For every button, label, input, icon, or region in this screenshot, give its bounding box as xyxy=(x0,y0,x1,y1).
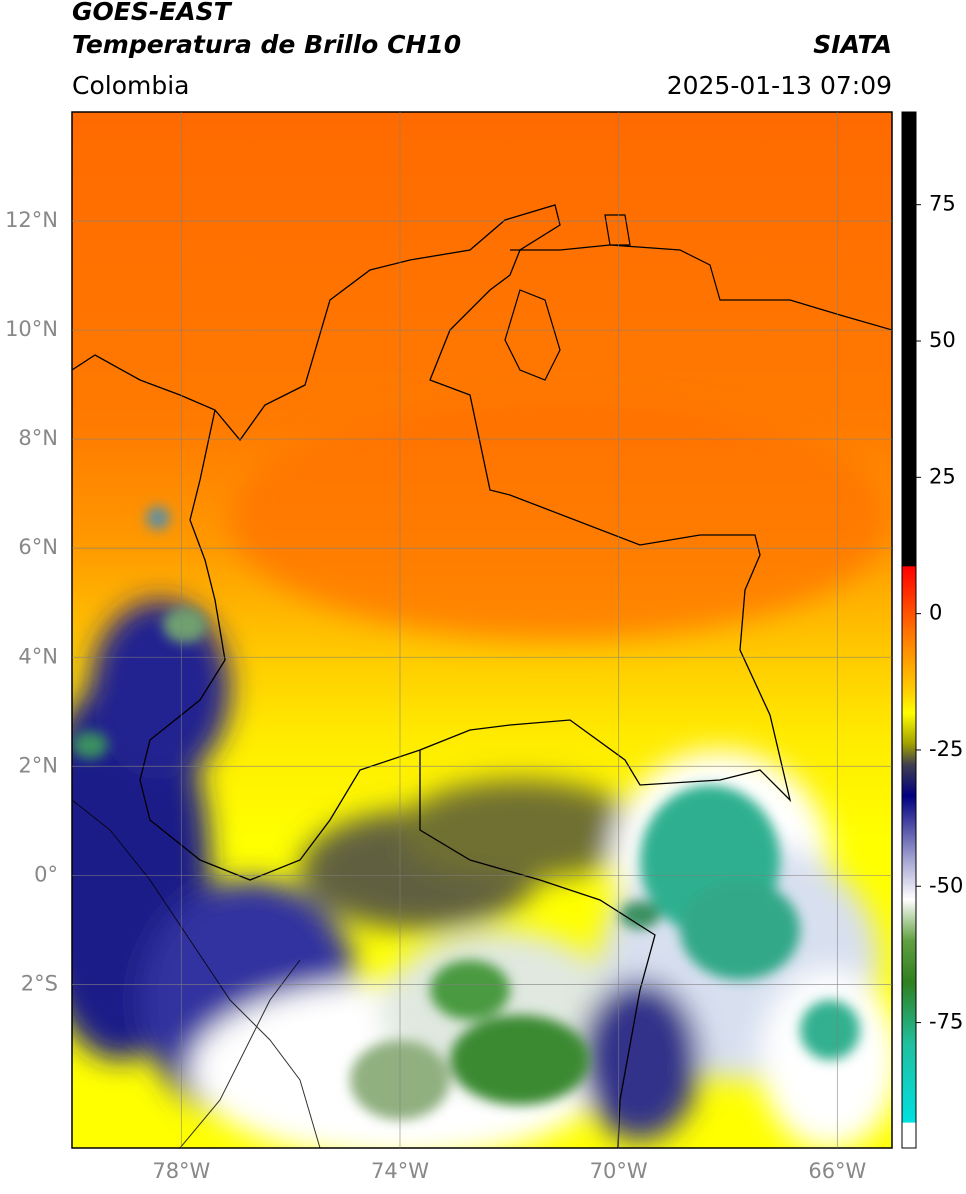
y-tick-label: 2°N xyxy=(18,753,58,777)
colorbar-tick-label: 75 xyxy=(929,192,956,216)
x-tick-label: 66°W xyxy=(808,1159,866,1183)
source: SIATA xyxy=(813,30,892,59)
y-tick-label: 12°N xyxy=(5,208,58,232)
y-tick-label: 6°N xyxy=(18,535,58,559)
imagery xyxy=(72,112,892,1148)
colorbar-tick-label: -75 xyxy=(929,1010,963,1034)
colorbar-tick-label: 0 xyxy=(929,601,942,625)
colorbar-tick-label: 50 xyxy=(929,328,956,352)
timestamp: 2025-01-13 07:09 xyxy=(667,71,892,100)
border xyxy=(72,204,792,1148)
region: Colombia xyxy=(72,71,189,100)
x-tick-label: 78°W xyxy=(152,1159,210,1183)
x-tick-label: 70°W xyxy=(590,1159,648,1183)
y-tick-label: 10°N xyxy=(5,317,58,341)
y-tick-label: 4°N xyxy=(18,644,58,668)
x-tick-label: 74°W xyxy=(371,1159,429,1183)
colorbar-tick-label: 25 xyxy=(929,464,956,488)
colorbar-tick-label: -25 xyxy=(929,737,963,761)
colorbar xyxy=(901,111,917,1149)
y-tick-label: 0° xyxy=(34,862,58,886)
title: GOES-EAST xyxy=(72,0,233,26)
subtitle: Temperatura de Brillo CH10 xyxy=(72,30,461,59)
y-tick-label: 2°S xyxy=(21,971,58,995)
map-frame xyxy=(71,111,893,1149)
y-tick-label: 8°N xyxy=(18,426,58,450)
colorbar-tick-label: -50 xyxy=(929,873,963,897)
